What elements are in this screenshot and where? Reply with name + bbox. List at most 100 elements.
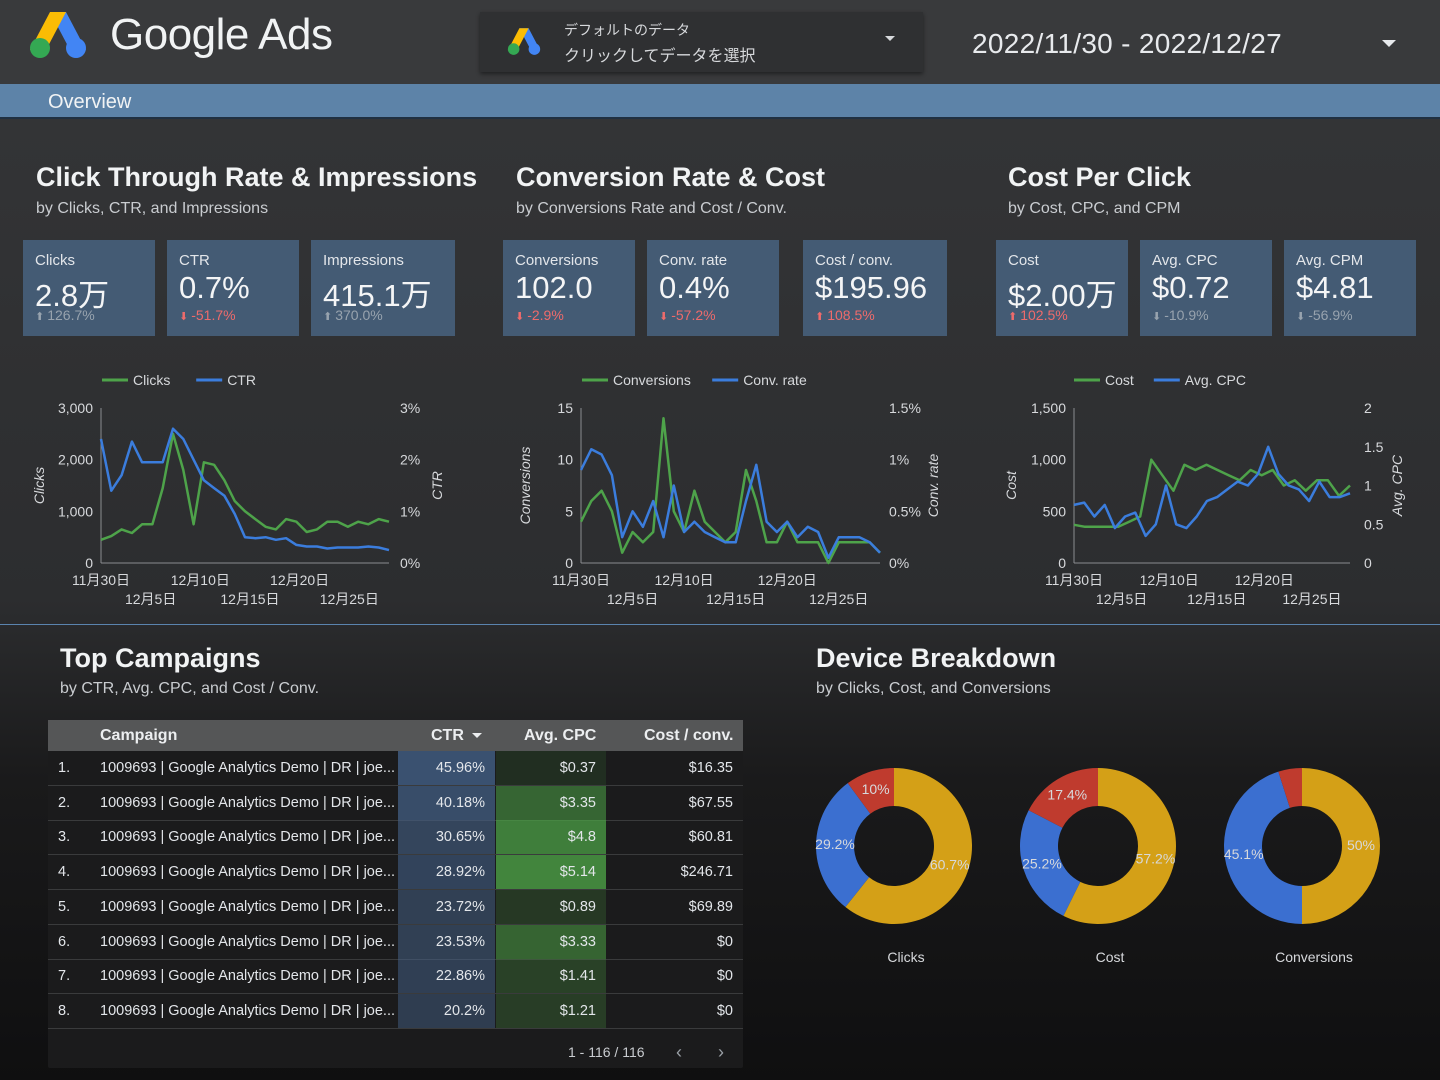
x-tick-label: 12月20日 [1235,572,1294,588]
google-ads-datasource-icon [507,28,541,55]
avg-cpc-cell: $1.41 [496,959,606,994]
campaign-name-cell: 1009693 | Google Analytics Demo | DR | j… [100,898,396,915]
date-range-chevron-down-icon[interactable] [1382,40,1396,47]
x-tick-label: 12月5日 [1096,591,1147,607]
y-left-tick-label: 2,000 [58,452,93,468]
table-row[interactable]: 3. 1009693 | Google Analytics Demo | DR |… [48,820,743,856]
y-right-tick-label: 0% [400,555,420,571]
donut-slice-label: 45.1% [1224,846,1264,862]
row-index: 8. [58,1002,71,1019]
y-left-tick-label: 0 [1058,555,1066,571]
arrow-down-icon: ⬇ [1296,311,1306,323]
y-right-tick-label: 2% [400,452,420,468]
y-right-tick-label: 0.5 [1364,516,1384,532]
kpi-card-clicks: Clicks 2.8万 ⬆ 126.7% [23,240,155,336]
page-nav-bar: Overview [0,84,1440,119]
kpi-delta: ⬆ 126.7% [35,307,95,323]
row-index: 4. [58,864,71,881]
arrow-up-icon: ⬆ [815,311,825,323]
kpi-value: $2.00万 [1008,278,1117,313]
cpc-section-subtitle: by Cost, CPC, and CPM [1008,200,1181,217]
table-row[interactable]: 6. 1009693 | Google Analytics Demo | DR |… [48,924,743,960]
kpi-card-avg-cpc: Avg. CPC $0.72 ⬇ -10.9% [1140,240,1272,336]
x-tick-label: 12月25日 [809,591,868,607]
y-left-tick-label: 1,000 [58,503,93,519]
donut-slice-label: 10% [862,781,890,797]
table-row[interactable]: 2. 1009693 | Google Analytics Demo | DR |… [48,785,743,821]
campaign-name-cell: 1009693 | Google Analytics Demo | DR | j… [100,933,396,950]
arrow-down-icon: ⬇ [1152,311,1162,323]
row-index: 2. [58,794,71,811]
series-line-avg-cpc [1073,445,1351,538]
legend-label: Conv. rate [743,372,807,388]
section-divider [0,624,1440,625]
kpi-value: $4.81 [1296,270,1374,305]
donut-title: Clicks [887,949,924,965]
cost-per-conv-cell: $0 [716,1002,733,1019]
date-range-picker[interactable]: 2022/11/30 - 2022/12/27 [972,28,1282,59]
table-row[interactable]: 4. 1009693 | Google Analytics Demo | DR |… [48,855,743,891]
y-right-axis-title: CTR [429,471,445,500]
y-right-tick-label: 2 [1364,400,1372,416]
y-left-tick-label: 10 [557,452,573,468]
campaign-name-cell: 1009693 | Google Analytics Demo | DR | j… [100,968,396,985]
ctr-section-title: Click Through Rate & Impressions [36,162,478,192]
x-tick-label: 12月5日 [125,591,176,607]
donut-slice [1028,768,1098,828]
y-left-tick-label: 1,000 [1031,452,1066,468]
kpi-delta: ⬆ 102.5% [1008,307,1068,323]
cost-per-conv-cell: $60.81 [688,829,733,846]
y-right-tick-label: 1.5 [1364,439,1384,455]
datasource-selector[interactable]: デフォルトのデータ クリックしてデータを選択 [480,12,923,72]
kpi-card-cost-per-conv: Cost / conv. $195.96 ⬆ 108.5% [803,240,947,336]
kpi-card-ctr: CTR 0.7% ⬇ -51.7% [167,240,299,336]
donut-slice-label: 50% [1347,837,1375,853]
legend-label: Conversions [613,372,691,388]
ctr-cell: 45.96% [398,751,495,785]
table-row[interactable]: 1. 1009693 | Google Analytics Demo | DR |… [48,751,743,786]
row-index: 7. [58,968,71,985]
x-tick-label: 11月30日 [1045,572,1103,588]
row-index: 5. [58,898,71,915]
app-header: Google Ads デフォルトのデータ クリックしてデータを選択 2022/1… [0,0,1440,84]
google-ads-logo-icon [30,12,86,58]
ctr-cell: 20.2% [398,993,495,1028]
kpi-value: 102.0 [515,270,593,305]
arrow-down-icon: ⬇ [179,311,189,323]
kpi-label: CTR [179,252,210,269]
table-row[interactable]: 7. 1009693 | Google Analytics Demo | DR |… [48,959,743,995]
tab-overview[interactable]: Overview [48,91,132,113]
cost-per-conv-cell: $0 [716,968,733,985]
prev-page-icon[interactable]: ‹ [676,1042,682,1062]
series-line-cost [1073,458,1351,529]
cost-per-conv-cell: $246.71 [680,864,733,881]
series-line-ctr [99,427,390,552]
conversions-convrate-line-chart: Conversions Conv. rate 15 10 5 0 1.5% 1% 0.5% 0% C… [517,372,941,607]
campaign-name-cell: 1009693 | Google Analytics Demo | DR | j… [100,1002,396,1019]
ctr-cell: 22.86% [398,959,495,994]
y-left-tick-label: 3,000 [58,400,93,416]
kpi-card-avg-cpm: Avg. CPM $4.81 ⬇ -56.9% [1284,240,1416,336]
donut-title: Cost [1096,949,1125,965]
x-tick-label: 11月30日 [72,572,130,588]
arrow-down-icon: ⬇ [659,311,669,323]
column-header-avg-cpc[interactable]: Avg. CPC [524,727,597,744]
next-page-icon[interactable]: › [718,1042,724,1062]
x-tick-label: 12月15日 [220,591,279,607]
kpi-delta: ⬇ -10.9% [1152,307,1209,323]
y-right-tick-label: 0 [1364,555,1372,571]
ctr-section-subtitle: by Clicks, CTR, and Impressions [36,200,269,217]
kpi-value: 2.8万 [35,278,110,313]
table-row[interactable]: 8. 1009693 | Google Analytics Demo | DR |… [48,993,743,1029]
x-tick-label: 12月20日 [758,572,817,588]
column-header-ctr[interactable]: CTR [431,727,482,745]
table-row[interactable]: 5. 1009693 | Google Analytics Demo | DR |… [48,889,743,925]
row-index: 3. [58,829,71,846]
cost-per-conv-cell: $69.89 [688,898,733,915]
campaign-name-cell: 1009693 | Google Analytics Demo | DR | j… [100,864,396,881]
column-header-cost-per-conv[interactable]: Cost / conv. [644,727,734,744]
donut-slice [1063,768,1176,924]
kpi-label: Impressions [323,252,404,269]
x-tick-label: 12月25日 [1282,591,1341,607]
column-header-campaign[interactable]: Campaign [100,727,178,744]
